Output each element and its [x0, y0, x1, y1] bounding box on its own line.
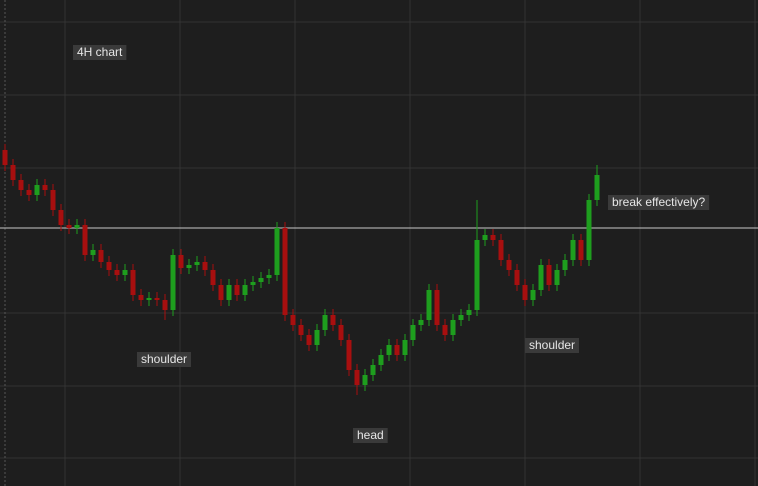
candle-body: [58, 210, 64, 225]
annotation-text: shoulder: [529, 338, 575, 352]
candle-body: [466, 310, 472, 315]
candle-body: [258, 278, 264, 282]
candle-body: [594, 175, 600, 200]
candle-body: [218, 285, 224, 300]
labels: 4H chart shoulder head shoulder break effect…: [73, 45, 710, 443]
candle-body: [66, 225, 72, 228]
candle-body: [266, 275, 272, 278]
candle-body: [122, 270, 128, 275]
candle-body: [298, 325, 304, 335]
annotation: break effectively?: [608, 195, 710, 210]
candle-body: [10, 165, 16, 180]
candle-body: [346, 340, 352, 370]
annotation: shoulder: [137, 352, 192, 367]
candle-body: [202, 262, 208, 270]
candle-body: [162, 300, 168, 310]
candle-body: [26, 190, 32, 195]
candle-body: [90, 250, 96, 255]
candle-body: [362, 375, 368, 385]
candle-body: [506, 260, 512, 270]
candle-body: [98, 250, 104, 262]
candle-body: [178, 255, 184, 268]
annotation: 4H chart: [73, 45, 127, 60]
candle-body: [418, 320, 424, 325]
candle-body: [82, 225, 88, 255]
candle-body: [578, 240, 584, 260]
candle-body: [130, 270, 136, 295]
annotation-text: 4H chart: [77, 45, 123, 59]
candle-body: [378, 355, 384, 365]
candle-body: [354, 370, 360, 385]
candle-body: [186, 265, 192, 268]
candle-body: [138, 295, 144, 300]
candle-body: [434, 290, 440, 325]
candle-body: [330, 315, 336, 325]
candle-body: [314, 330, 320, 345]
annotation-box: [137, 352, 192, 367]
candle-body: [410, 325, 416, 340]
candle-body: [114, 270, 120, 275]
candle-body: [570, 240, 576, 260]
candle-body: [242, 285, 248, 295]
candle-body: [154, 298, 160, 300]
candle-body: [282, 228, 288, 315]
candle-body: [226, 285, 232, 300]
annotation: shoulder: [525, 338, 580, 353]
candle-body: [306, 335, 312, 345]
annotation-text: break effectively?: [612, 195, 705, 209]
candle-body: [106, 262, 112, 270]
candle-body: [394, 345, 400, 355]
candle-body: [74, 225, 80, 228]
candle-body: [538, 265, 544, 290]
candle-body: [194, 262, 200, 265]
candle-body: [482, 235, 488, 240]
candle-body: [546, 265, 552, 285]
candle-body: [338, 325, 344, 340]
annotation-box: [353, 428, 388, 443]
annotation-box: [608, 195, 710, 210]
candle-body: [458, 315, 464, 320]
candle-body: [290, 315, 296, 325]
candle-body: [234, 285, 240, 295]
annotation-box: [73, 45, 127, 60]
candle-body: [530, 290, 536, 300]
candle-body: [274, 228, 280, 275]
annotation: head: [353, 428, 388, 443]
candle-body: [514, 270, 520, 285]
candle-body: [146, 298, 152, 300]
candle-body: [50, 190, 56, 210]
candle-body: [18, 180, 24, 190]
candle-body: [562, 260, 568, 270]
candle-body: [170, 255, 176, 310]
candle-body: [522, 285, 528, 300]
candle-body: [386, 345, 392, 355]
candle-body: [210, 270, 216, 285]
candle-body: [426, 290, 432, 320]
annotation-text: shoulder: [141, 352, 187, 366]
candle-body: [2, 150, 8, 165]
candle-body: [442, 325, 448, 335]
candle-body: [402, 340, 408, 355]
candle-body: [42, 185, 48, 190]
candle-body: [474, 240, 480, 310]
candles: [0, 144, 758, 395]
candle-body: [370, 365, 376, 375]
candle-body: [498, 240, 504, 260]
candle-body: [490, 235, 496, 240]
candle-body: [250, 282, 256, 285]
candle-body: [322, 315, 328, 330]
candle-body: [450, 320, 456, 335]
annotation-box: [525, 338, 580, 353]
candle-body: [34, 185, 40, 195]
annotation-text: head: [357, 428, 384, 442]
candle-body: [554, 270, 560, 285]
candle-body: [586, 200, 592, 260]
